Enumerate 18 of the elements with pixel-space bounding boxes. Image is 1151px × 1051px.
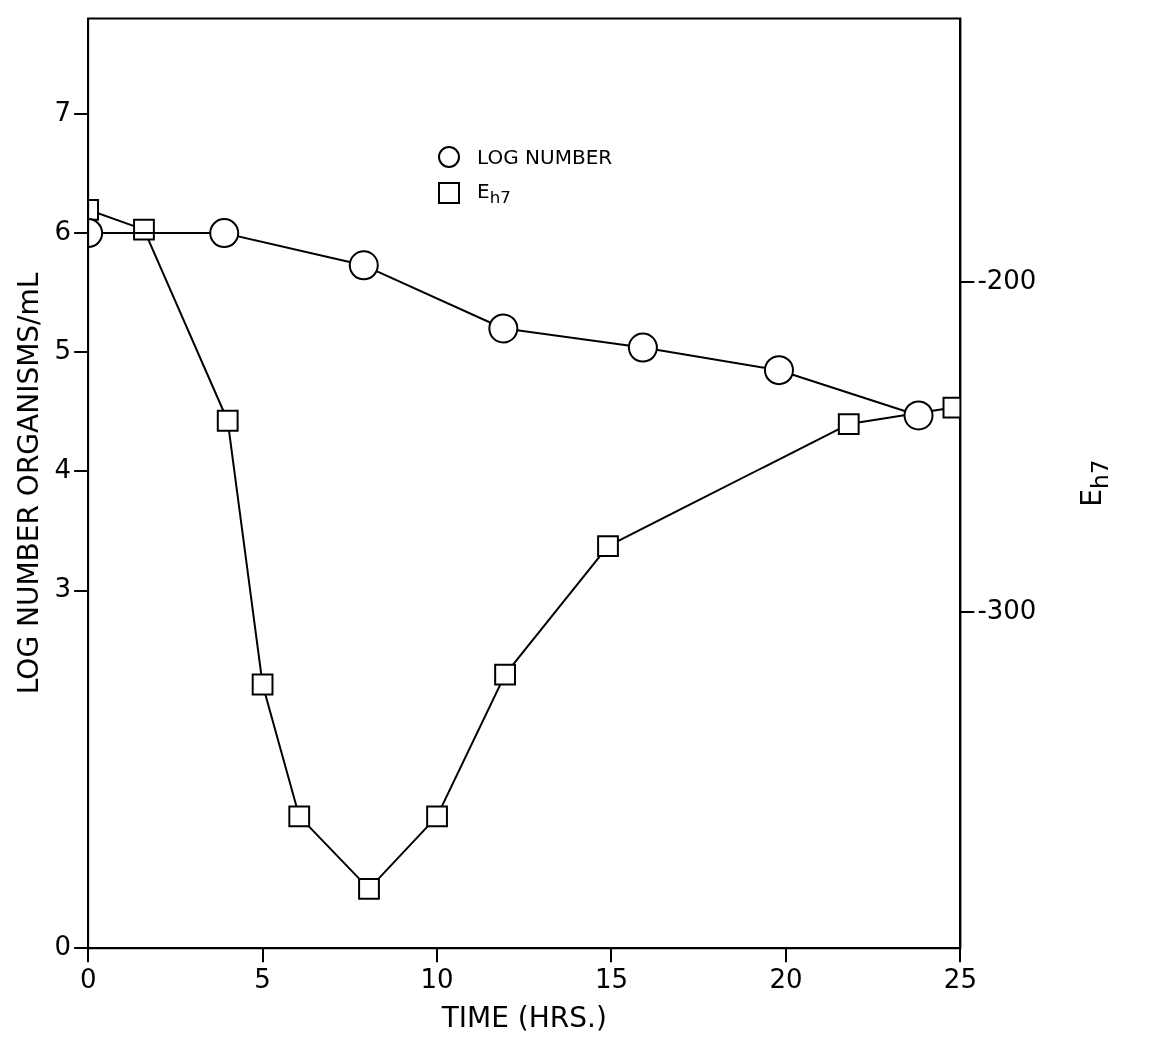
- x-axis-title: TIME (HRS.): [440, 1001, 607, 1035]
- legend-label: LOG NUMBER: [477, 144, 613, 169]
- x-tick-label: 5: [254, 963, 271, 994]
- legend-label: E$_{h7}$: [477, 178, 511, 207]
- y-tick-label: 0: [54, 930, 72, 961]
- y-tick-label: 6: [54, 215, 72, 246]
- y-tick-label: 4: [54, 454, 72, 485]
- x-tick-label: 20: [769, 963, 803, 994]
- x-tick-label: 15: [594, 963, 629, 994]
- y-tick-label: 5: [54, 335, 72, 366]
- y-tick-label: 7: [54, 96, 72, 127]
- y2-tick-label: -200: [977, 265, 1037, 296]
- y-tick-label: 3: [54, 573, 72, 604]
- x-tick-label: 0: [79, 963, 97, 994]
- x-tick-label: 25: [943, 963, 977, 994]
- y-axis-title: LOG NUMBER ORGANISMS/mL: [12, 272, 46, 695]
- y2-tick-label: -300: [977, 594, 1037, 625]
- x-tick-label: 10: [420, 963, 454, 994]
